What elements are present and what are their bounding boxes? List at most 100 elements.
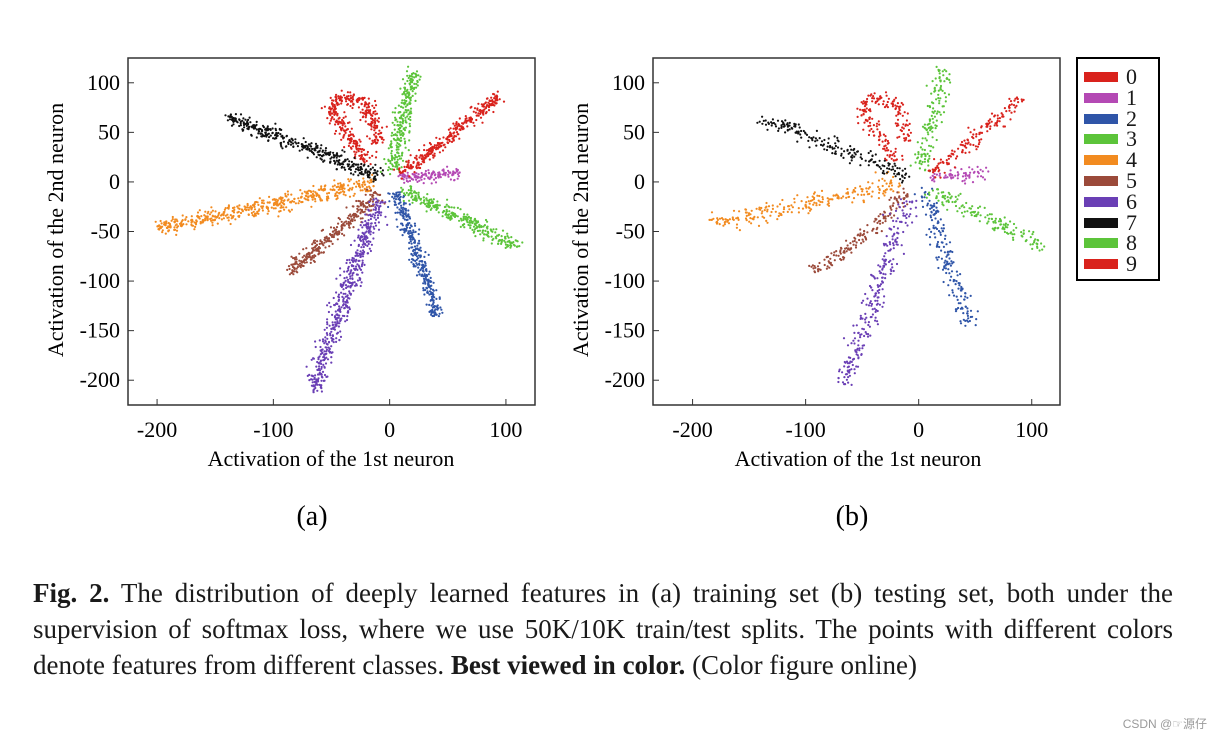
- data-point: [345, 222, 348, 225]
- data-point: [756, 121, 759, 124]
- data-point: [268, 136, 271, 139]
- data-point: [315, 380, 318, 383]
- data-point: [927, 164, 930, 167]
- data-point: [867, 108, 871, 112]
- data-point: [708, 218, 711, 221]
- data-point: [340, 89, 343, 92]
- data-point: [889, 205, 892, 208]
- data-point: [445, 203, 448, 206]
- data-point: [404, 140, 407, 143]
- data-point: [430, 207, 433, 210]
- data-point: [413, 82, 416, 85]
- data-point: [393, 193, 396, 196]
- data-point: [402, 106, 405, 109]
- data-point: [867, 125, 870, 128]
- data-point: [456, 206, 459, 209]
- data-point: [417, 248, 420, 251]
- data-point: [319, 349, 322, 352]
- data-point: [427, 278, 430, 281]
- data-point: [954, 283, 957, 286]
- data-point: [392, 137, 395, 140]
- data-point: [499, 239, 502, 242]
- data-point: [877, 98, 880, 101]
- data-point: [871, 229, 874, 232]
- data-point: [251, 214, 254, 217]
- data-point: [893, 214, 896, 217]
- data-point: [345, 95, 348, 98]
- data-point: [317, 362, 320, 365]
- data-point: [346, 301, 349, 304]
- data-point: [999, 219, 1002, 222]
- data-point: [365, 112, 368, 115]
- data-point: [351, 106, 354, 110]
- data-point: [939, 97, 942, 100]
- data-point: [851, 240, 855, 243]
- data-point: [374, 201, 377, 204]
- data-point: [273, 198, 276, 201]
- data-point: [337, 95, 340, 98]
- data-point: [417, 191, 420, 194]
- data-point: [404, 202, 407, 205]
- data-point: [196, 211, 200, 214]
- data-point: [377, 208, 380, 211]
- data-point: [305, 195, 308, 198]
- data-point: [866, 97, 869, 101]
- data-point: [426, 290, 429, 293]
- data-point: [438, 142, 441, 145]
- data-point: [283, 208, 286, 211]
- data-point: [403, 99, 406, 102]
- data-point: [945, 200, 948, 203]
- data-point: [323, 379, 326, 382]
- data-point: [318, 369, 322, 372]
- data-point: [783, 124, 786, 128]
- data-point: [948, 262, 951, 265]
- data-point: [859, 228, 862, 231]
- data-point: [407, 189, 410, 192]
- data-point: [407, 96, 410, 99]
- data-point: [471, 221, 474, 225]
- data-point: [413, 76, 416, 79]
- data-point: [469, 217, 472, 220]
- data-point: [946, 176, 949, 179]
- data-point: [937, 69, 941, 73]
- data-point: [223, 208, 226, 211]
- data-point: [314, 191, 317, 194]
- data-point: [318, 339, 321, 342]
- data-point: [782, 121, 785, 124]
- data-point: [287, 193, 290, 196]
- data-point: [416, 180, 419, 183]
- data-point: [980, 175, 983, 178]
- data-point: [337, 230, 341, 233]
- data-point: [969, 171, 972, 174]
- data-point: [437, 204, 440, 207]
- data-point: [882, 213, 885, 216]
- data-point: [329, 188, 332, 191]
- data-point: [376, 214, 380, 217]
- data-point: [361, 108, 364, 111]
- data-point: [876, 289, 879, 293]
- data-point: [401, 132, 404, 135]
- data-point: [871, 313, 875, 316]
- data-point: [335, 156, 338, 159]
- data-point: [193, 221, 196, 224]
- data-point: [1012, 222, 1016, 226]
- data-point: [455, 123, 458, 126]
- data-point: [930, 101, 934, 104]
- data-point: [494, 102, 498, 105]
- data-point: [374, 117, 377, 120]
- data-point: [853, 342, 856, 345]
- data-point: [355, 199, 358, 203]
- series-5: [286, 188, 386, 276]
- data-point: [871, 154, 874, 158]
- data-point: [886, 149, 889, 152]
- data-point: [867, 187, 870, 190]
- data-point: [373, 133, 376, 136]
- data-point: [261, 201, 264, 204]
- data-point: [416, 176, 419, 179]
- data-point: [230, 124, 234, 127]
- data-point: [323, 350, 326, 353]
- data-point: [886, 142, 889, 145]
- data-point: [430, 298, 433, 302]
- data-point: [828, 146, 832, 149]
- data-point: [389, 143, 392, 146]
